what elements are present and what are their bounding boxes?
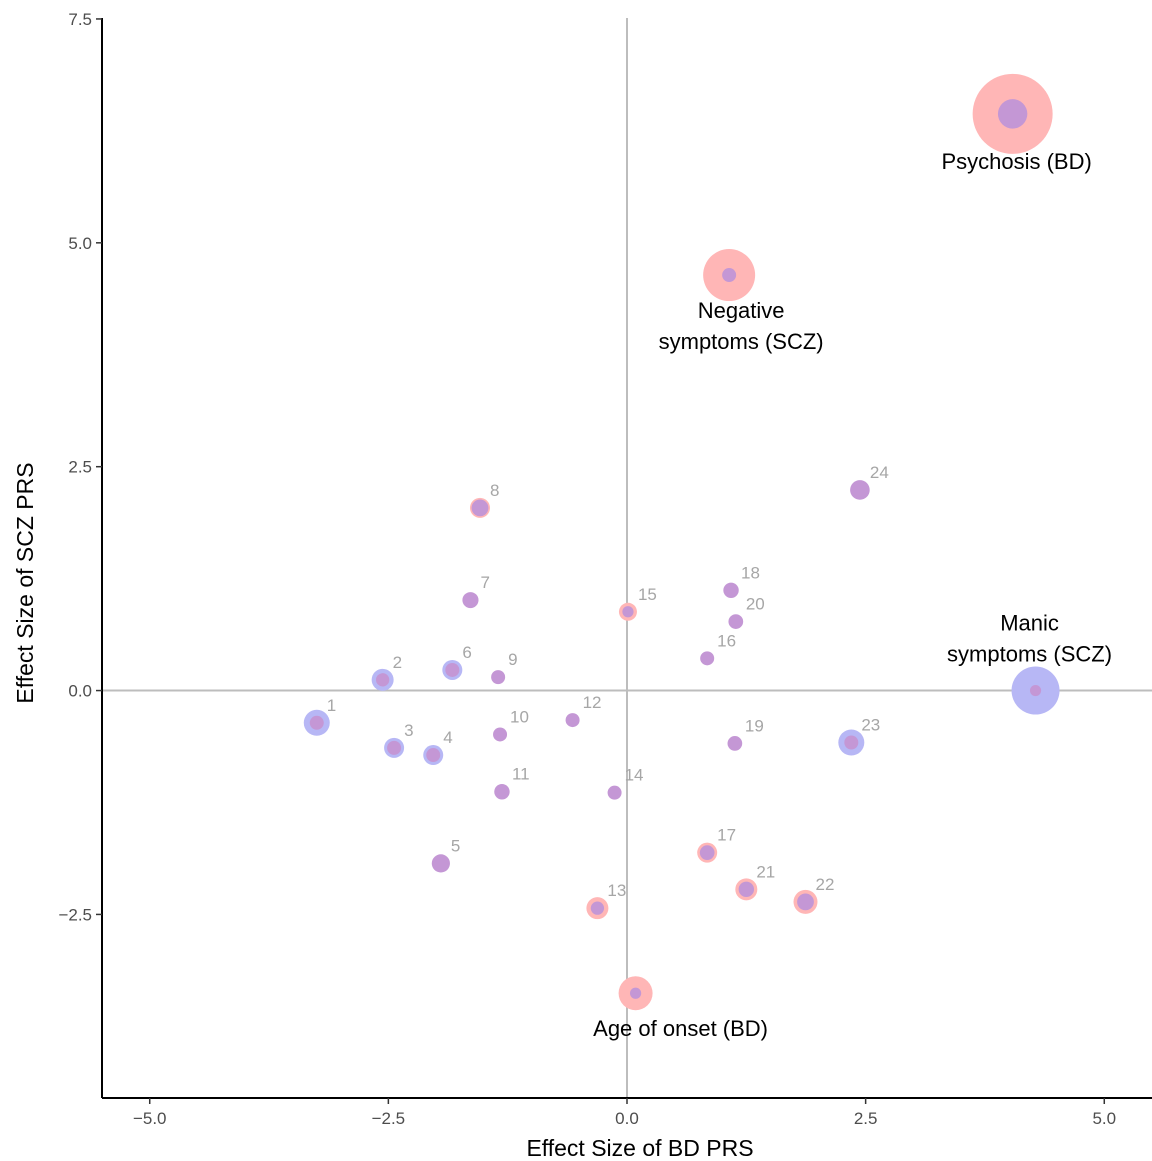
annotation-label-1: Negative symptoms (SCZ)	[659, 298, 824, 354]
point-label-18: 18	[741, 563, 760, 582]
point-label-3: 3	[404, 721, 413, 740]
point-label-6: 6	[462, 643, 471, 662]
point-label-9: 9	[508, 650, 517, 669]
point-label-5: 5	[451, 836, 460, 855]
point-label-23: 23	[861, 715, 880, 734]
data-point-24	[850, 480, 870, 500]
point-label-20: 20	[746, 595, 765, 614]
data-point-3	[387, 740, 402, 755]
y-tick-label: −2.5	[58, 905, 92, 924]
data-point-7	[462, 592, 479, 609]
point-rings	[303, 73, 1060, 1011]
annotation-label-3: Age of onset (BD)	[593, 1016, 768, 1041]
y-axis-title: Effect Size of SCZ PRS	[12, 462, 38, 703]
data-point-annotated-3	[629, 987, 642, 999]
data-point-14	[607, 785, 622, 800]
data-point-18	[723, 582, 739, 598]
x-tick-label: −2.5	[372, 1109, 406, 1128]
data-point-15	[622, 606, 634, 618]
data-point-8	[471, 499, 489, 517]
data-point-22	[797, 893, 814, 911]
point-label-10: 10	[510, 707, 529, 726]
y-tick-label: 2.5	[68, 458, 92, 477]
data-point-2	[375, 673, 390, 687]
point-label-21: 21	[756, 862, 775, 881]
data-point-17	[699, 845, 715, 860]
data-point-10	[493, 727, 508, 742]
x-tick-label: 2.5	[854, 1109, 878, 1128]
data-point-annotated-0	[997, 99, 1028, 129]
annotation-label-2: Manic symptoms (SCZ)	[947, 611, 1112, 667]
data-point-21	[738, 881, 755, 898]
data-point-annotated-1	[722, 268, 737, 283]
data-point-4	[426, 748, 441, 763]
x-axis-ticks: −5.0 −2.5 0.0 2.5 5.0	[133, 1098, 1116, 1128]
data-point-9	[491, 670, 506, 685]
data-point-13	[590, 901, 605, 915]
data-point-16	[700, 651, 715, 666]
reference-lines	[102, 18, 1152, 1098]
point-label-2: 2	[393, 653, 402, 672]
point-cores	[309, 99, 1042, 999]
point-label-17: 17	[717, 826, 736, 845]
y-tick-label: 7.5	[68, 10, 92, 29]
point-label-11: 11	[512, 765, 530, 784]
data-point-annotated-2	[1029, 684, 1042, 697]
point-label-14: 14	[625, 766, 644, 785]
data-point-11	[494, 784, 510, 800]
x-tick-label: 0.0	[615, 1109, 639, 1128]
data-point-20	[728, 614, 744, 629]
data-point-5	[431, 854, 450, 873]
point-label-19: 19	[745, 716, 764, 735]
point-label-12: 12	[583, 693, 602, 712]
data-point-6	[445, 662, 460, 677]
data-point-19	[727, 736, 743, 751]
y-axis-ticks: −2.5 0.0 2.5 5.0 7.5	[58, 10, 102, 924]
annotation-labels: Psychosis (BD) Negative symptoms (SCZ) Mani…	[593, 149, 1112, 1041]
annotation-label-0: Psychosis (BD)	[941, 149, 1091, 174]
y-tick-label: 5.0	[68, 234, 92, 253]
point-label-15: 15	[638, 585, 657, 604]
point-label-22: 22	[816, 875, 835, 894]
data-point-1	[309, 715, 324, 730]
point-label-13: 13	[607, 881, 626, 900]
x-tick-label: 5.0	[1092, 1109, 1116, 1128]
point-label-1: 1	[327, 696, 336, 715]
point-label-8: 8	[490, 481, 499, 500]
y-tick-label: 0.0	[68, 682, 92, 701]
point-label-4: 4	[443, 728, 452, 747]
point-label-16: 16	[717, 631, 736, 650]
x-axis-title: Effect Size of BD PRS	[526, 1135, 753, 1161]
data-point-23	[844, 735, 859, 750]
point-label-24: 24	[870, 463, 889, 482]
x-tick-label: −5.0	[133, 1109, 167, 1128]
point-label-7: 7	[480, 573, 489, 592]
data-point-12	[565, 713, 580, 728]
